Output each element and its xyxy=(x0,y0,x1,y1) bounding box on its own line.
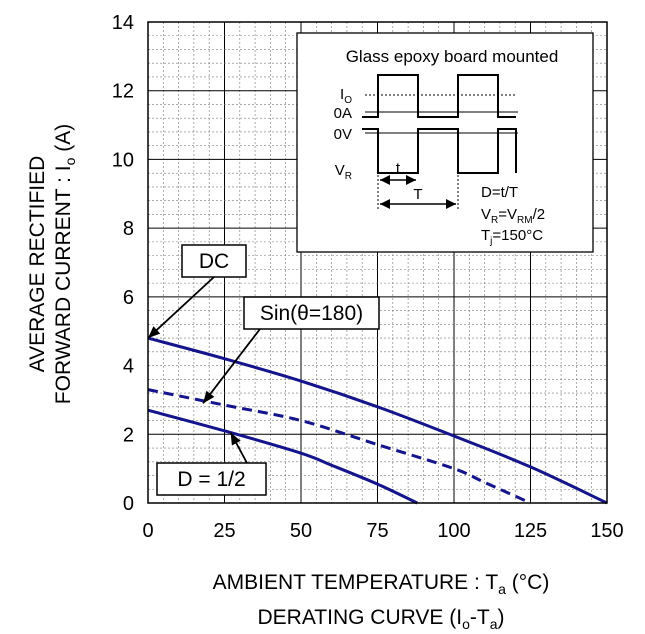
callout-arrow-line xyxy=(147,276,215,339)
callout-arrowhead xyxy=(230,432,241,446)
callout-arrowhead xyxy=(203,390,215,404)
vr-equation: VR=VRM/2 xyxy=(481,206,545,226)
y-tick-label: 14 xyxy=(112,12,134,34)
x-tick-label: 150 xyxy=(590,520,623,542)
callout-arrowhead xyxy=(148,326,161,339)
series-line-3 xyxy=(147,408,418,505)
callout-label: Sin(θ=180) xyxy=(260,302,363,325)
series-line-1 xyxy=(147,336,608,505)
t-arrowhead-right xyxy=(406,175,416,185)
series-callouts: DC Sin(θ=180) D = 1/2 xyxy=(147,244,380,496)
zero-a-label: 0A xyxy=(334,105,352,122)
y-tick-label: 10 xyxy=(112,149,134,171)
callout-box xyxy=(181,244,247,278)
callout-arrow-line xyxy=(202,328,261,404)
tj-equation: Tj=150°C xyxy=(481,227,543,247)
chart-subtitle: DERATING CURVE (Io-Ta) xyxy=(258,606,505,632)
plot-frame xyxy=(147,21,608,504)
y-tick-label: 6 xyxy=(123,287,134,309)
y-axis-title-line1: AVERAGE RECTIFIED xyxy=(26,156,49,373)
x-axis-title: AMBIENT TEMPERATURE : Ta (°C) xyxy=(213,571,550,597)
callout-box xyxy=(156,462,267,496)
voltage-waveform xyxy=(362,128,517,174)
zero-v-label: 0V xyxy=(334,126,352,143)
x-tick-label: 50 xyxy=(290,520,312,542)
x-tick-label: 25 xyxy=(213,520,235,542)
tick-labels: 0 25 50 75 100 125 150 0 2 4 6 8 10 12 14 xyxy=(112,12,624,542)
T-arrowhead-left xyxy=(380,199,390,209)
callout-label: D = 1/2 xyxy=(177,468,245,491)
x-tick-label: 75 xyxy=(366,520,388,542)
inset-waveform-box: Glass epoxy board mounted IO 0A 0V VR t … xyxy=(296,32,594,253)
current-waveform xyxy=(362,74,516,118)
t-label: t xyxy=(396,160,401,177)
inset-title: Glass epoxy board mounted xyxy=(346,47,559,66)
y-axis-title-line2: FORWARD CURRENT : Io (A) xyxy=(52,124,78,404)
inset-background xyxy=(296,32,594,253)
vr-label: VR xyxy=(335,162,352,182)
y-tick-label: 12 xyxy=(112,81,134,103)
callout-box xyxy=(243,296,380,330)
T-arrowhead-right xyxy=(446,199,456,209)
x-tick-label: 100 xyxy=(437,520,470,542)
x-tick-label: 0 xyxy=(142,520,153,542)
t-arrowhead-left xyxy=(380,175,390,185)
callout-label: DC xyxy=(199,250,229,273)
T-label: T xyxy=(413,186,422,203)
y-tick-label: 8 xyxy=(123,218,134,240)
y-tick-label: 2 xyxy=(123,424,134,446)
series-lines xyxy=(147,336,608,505)
y-tick-label: 0 xyxy=(123,493,134,515)
y-tick-label: 4 xyxy=(123,356,134,378)
duty-equation: D=t/T xyxy=(481,184,518,201)
x-tick-label: 125 xyxy=(514,520,547,542)
io-label: IO xyxy=(340,86,352,106)
